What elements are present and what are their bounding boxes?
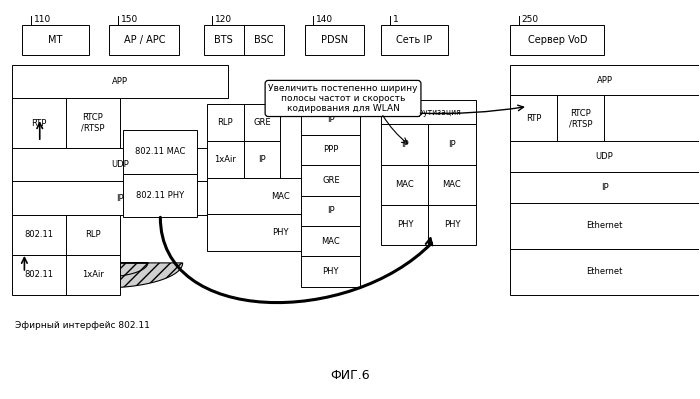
- Text: Эфирный интерфейс 802.11: Эфирный интерфейс 802.11: [15, 321, 150, 330]
- Bar: [510, 141, 699, 172]
- Text: RTCP
/RTSP: RTCP /RTSP: [569, 109, 593, 128]
- Text: UDP: UDP: [596, 152, 613, 161]
- Bar: [12, 65, 228, 98]
- Bar: [557, 95, 605, 141]
- Text: 120: 120: [215, 15, 232, 24]
- Bar: [510, 95, 557, 141]
- Bar: [428, 205, 475, 245]
- Text: ФИГ.6: ФИГ.6: [330, 369, 370, 382]
- Bar: [22, 25, 88, 55]
- Bar: [510, 65, 699, 95]
- Text: APP: APP: [596, 75, 612, 85]
- Text: IP: IP: [116, 194, 124, 203]
- Text: MT: MT: [48, 35, 62, 45]
- Bar: [301, 105, 360, 135]
- Text: AP / APC: AP / APC: [124, 35, 165, 45]
- Text: Сервер VoD: Сервер VoD: [528, 35, 587, 45]
- Text: PPP: PPP: [323, 146, 339, 154]
- Text: MAC: MAC: [271, 192, 290, 201]
- Text: BSC: BSC: [254, 35, 274, 45]
- Text: Увеличить постепенно ширину
полосы частот и скорость
кодирования для WLAN: Увеличить постепенно ширину полосы часто…: [268, 83, 418, 113]
- Text: RLP: RLP: [218, 118, 233, 127]
- Bar: [382, 124, 428, 164]
- Text: BTS: BTS: [214, 35, 233, 45]
- Text: 250: 250: [522, 15, 538, 24]
- Bar: [66, 98, 120, 148]
- Bar: [510, 25, 605, 55]
- Text: 802.11: 802.11: [25, 270, 53, 279]
- Bar: [244, 105, 280, 141]
- Text: 802.11: 802.11: [25, 230, 53, 239]
- Text: Ethernet: Ethernet: [587, 267, 623, 276]
- Bar: [12, 215, 66, 255]
- Bar: [510, 249, 699, 294]
- Bar: [207, 178, 354, 214]
- Bar: [207, 214, 354, 251]
- Text: 1xAir: 1xAir: [214, 155, 237, 164]
- Polygon shape: [22, 263, 183, 288]
- Bar: [109, 25, 179, 55]
- Text: GRE: GRE: [322, 176, 340, 185]
- Text: 150: 150: [120, 15, 138, 24]
- Text: PHY: PHY: [272, 228, 288, 237]
- Bar: [428, 124, 475, 164]
- Text: 802.11 MAC: 802.11 MAC: [135, 148, 186, 156]
- Text: Ethernet: Ethernet: [587, 221, 623, 230]
- Text: IP: IP: [327, 206, 335, 215]
- Text: MAC: MAC: [321, 237, 340, 246]
- Bar: [244, 141, 280, 178]
- Bar: [66, 215, 120, 255]
- Text: RTP: RTP: [526, 114, 542, 123]
- Bar: [382, 164, 428, 205]
- Bar: [123, 174, 197, 217]
- Text: MAC: MAC: [442, 180, 461, 189]
- Text: 1: 1: [393, 15, 398, 24]
- Text: PHY: PHY: [323, 267, 339, 276]
- Text: IP: IP: [327, 115, 335, 124]
- Bar: [12, 98, 66, 148]
- Text: IP: IP: [448, 140, 456, 149]
- Bar: [510, 203, 699, 249]
- Text: RTP: RTP: [32, 119, 47, 128]
- Text: Маршрутизация: Маршрутизация: [395, 108, 461, 117]
- Text: 802.11 PHY: 802.11 PHY: [136, 191, 184, 200]
- Text: IP: IP: [601, 183, 608, 192]
- Text: PHY: PHY: [444, 220, 460, 229]
- Text: Сеть IP: Сеть IP: [396, 35, 433, 45]
- Text: 1xAir: 1xAir: [82, 270, 104, 279]
- Text: APP: APP: [112, 77, 128, 86]
- Bar: [207, 141, 244, 178]
- Text: IP: IP: [258, 155, 266, 164]
- Bar: [382, 205, 428, 245]
- Bar: [301, 196, 360, 226]
- Text: IP: IP: [401, 140, 409, 149]
- Text: 110: 110: [34, 15, 50, 24]
- Bar: [12, 255, 66, 294]
- Text: PDSN: PDSN: [321, 35, 348, 45]
- Text: MAC: MAC: [395, 180, 414, 189]
- Bar: [301, 256, 360, 286]
- Bar: [301, 165, 360, 196]
- Text: GRE: GRE: [253, 118, 271, 127]
- Bar: [301, 135, 360, 165]
- Text: RTCP
/RTSP: RTCP /RTSP: [81, 113, 104, 133]
- Bar: [12, 182, 228, 215]
- Bar: [207, 105, 244, 141]
- Text: 140: 140: [316, 15, 333, 24]
- Bar: [301, 226, 360, 256]
- Text: UDP: UDP: [111, 160, 129, 169]
- Bar: [382, 101, 475, 124]
- Bar: [510, 172, 699, 203]
- Text: PHY: PHY: [397, 220, 413, 229]
- Bar: [428, 164, 475, 205]
- Bar: [382, 25, 447, 55]
- Bar: [123, 130, 197, 174]
- Bar: [304, 25, 364, 55]
- Bar: [12, 148, 228, 182]
- Text: RLP: RLP: [85, 230, 101, 239]
- Bar: [66, 255, 120, 294]
- Bar: [204, 25, 284, 55]
